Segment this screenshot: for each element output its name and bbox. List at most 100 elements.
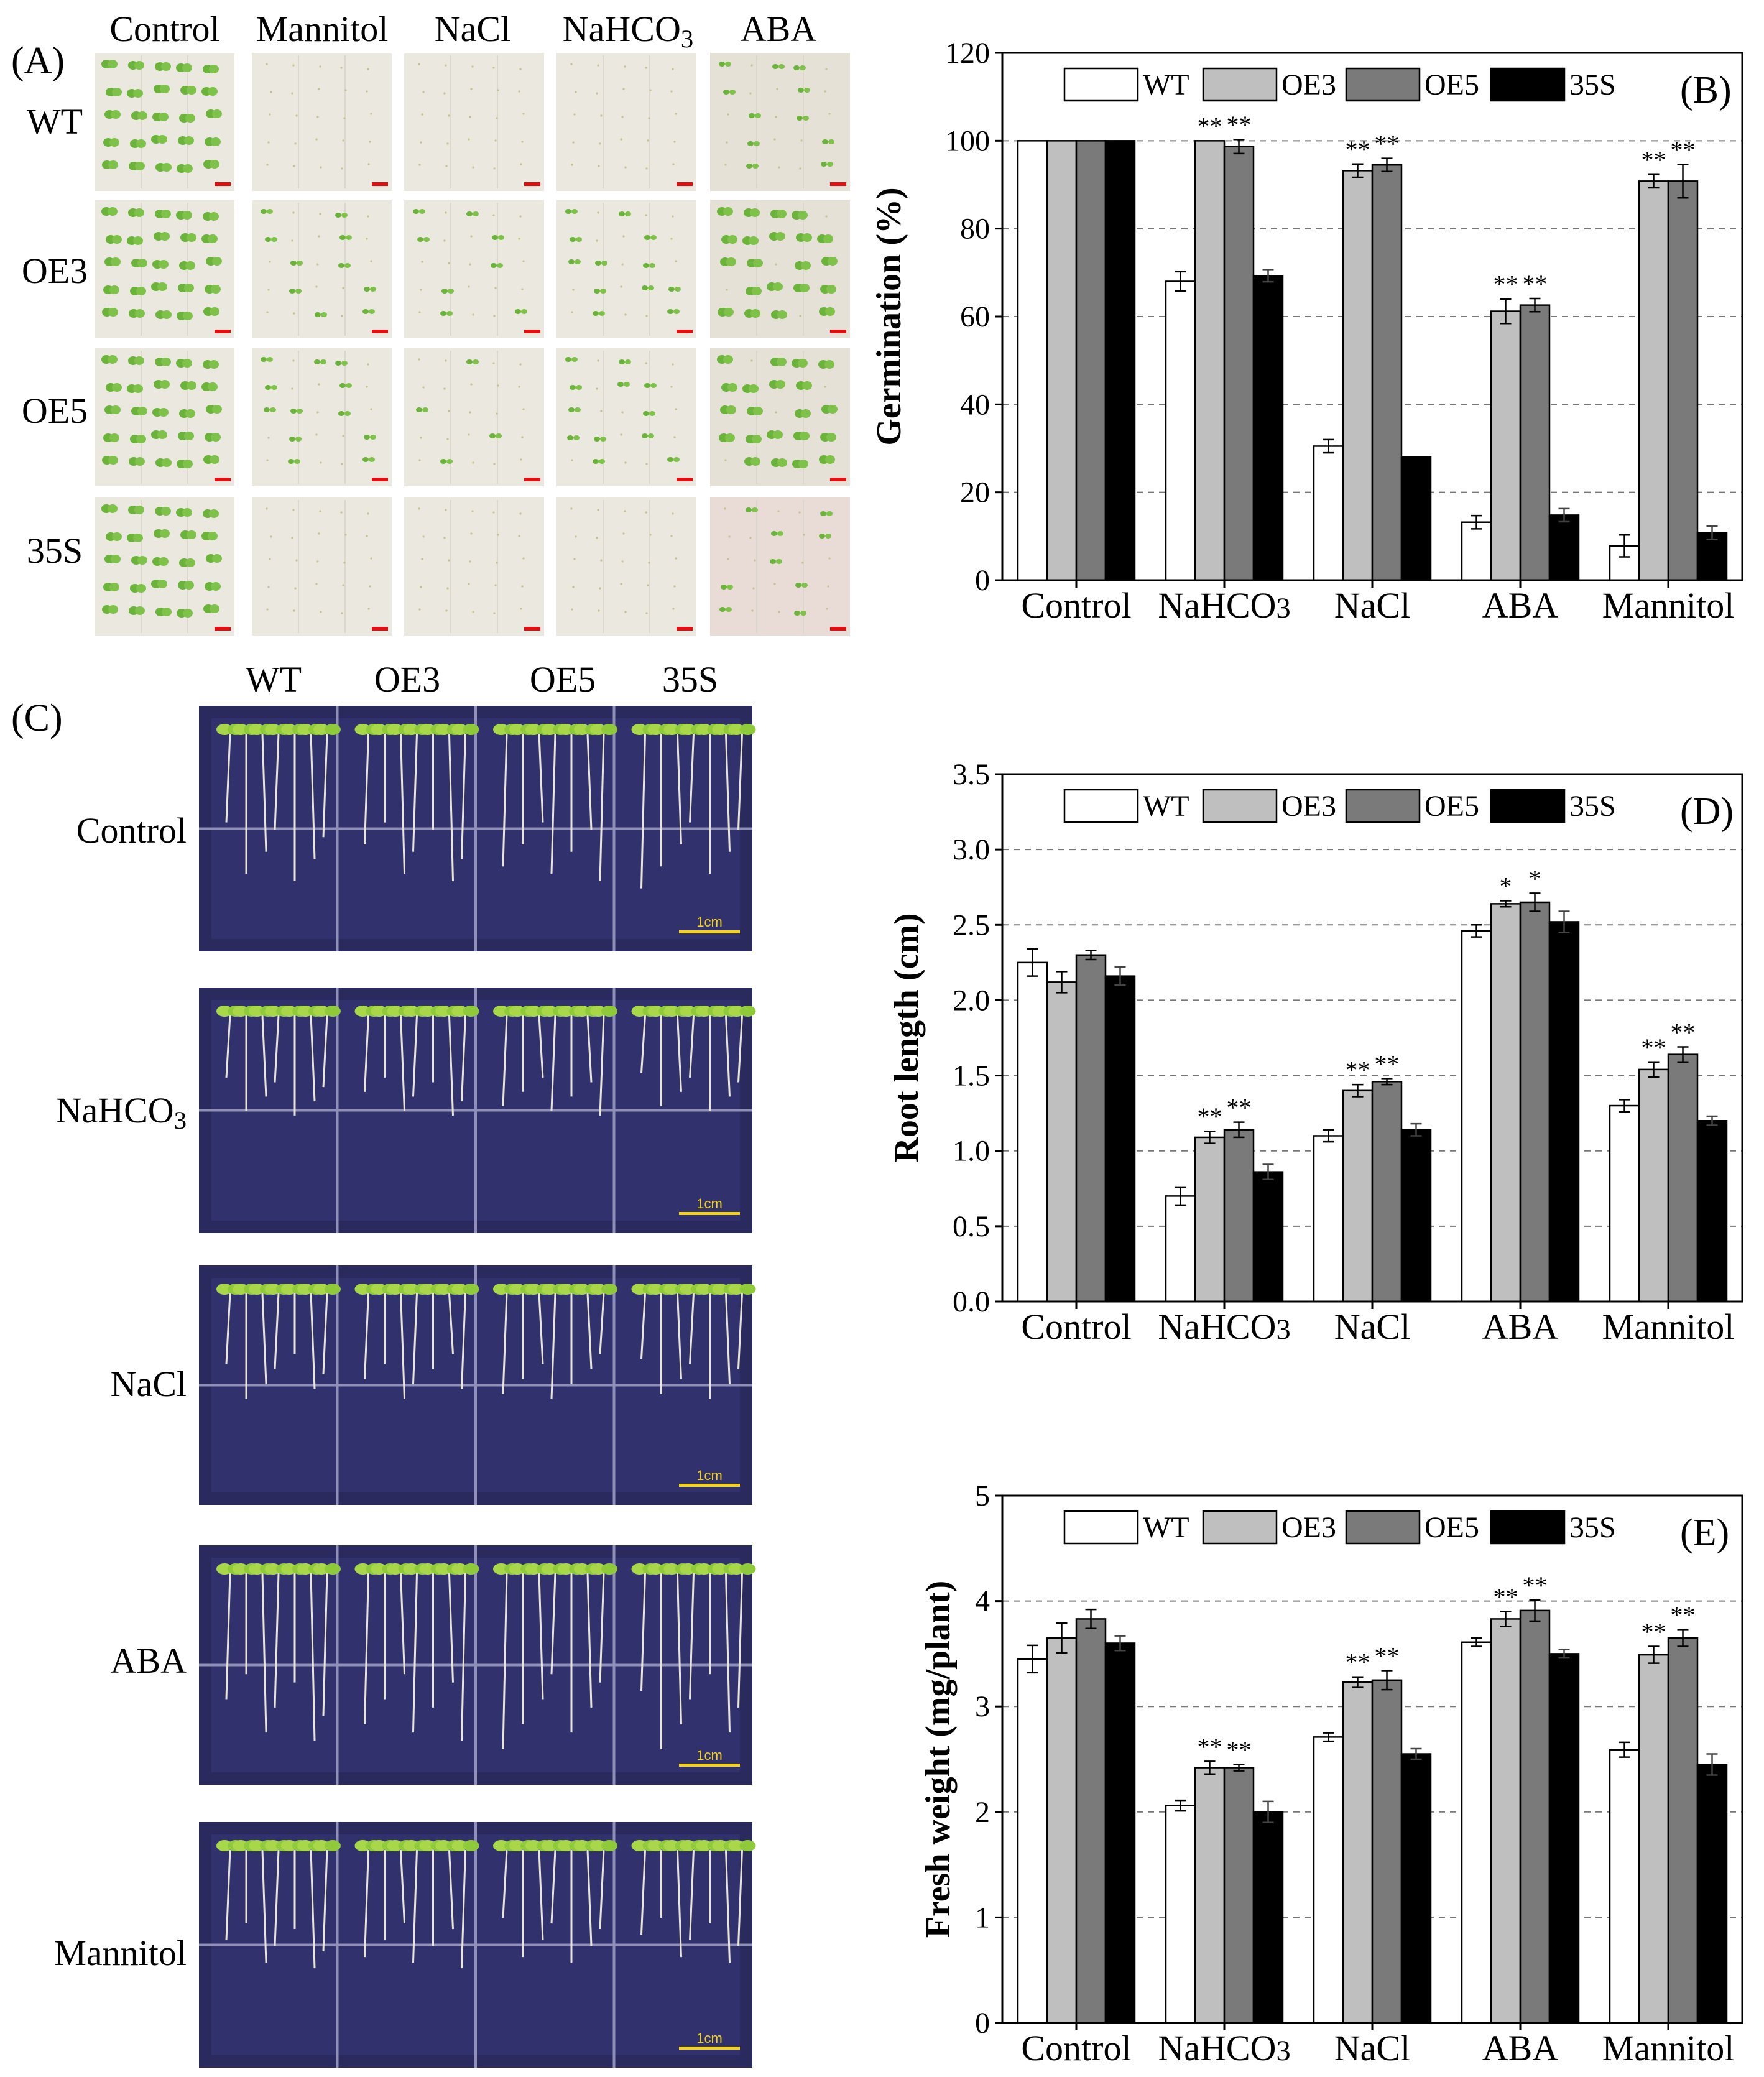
- seedling-cotyledon: [208, 234, 218, 243]
- seedling-root: [502, 733, 508, 867]
- seed: [316, 411, 319, 414]
- seed: [341, 612, 343, 614]
- seedling-cotyledon: [673, 309, 680, 314]
- seed: [521, 436, 524, 438]
- scale-bar: [524, 330, 540, 333]
- significance-stars: *: [1529, 864, 1541, 892]
- seed: [519, 512, 522, 515]
- bar-35S: [1400, 1129, 1432, 1303]
- seed: [600, 410, 603, 412]
- seedling-cotyledon: [446, 459, 453, 464]
- seedling-root: [538, 1849, 544, 1941]
- seedling-cotyledon: [134, 506, 144, 514]
- seedling-cotyledon: [576, 385, 582, 390]
- seedling-cotyledon: [137, 407, 147, 415]
- seed: [342, 435, 344, 437]
- seed: [295, 559, 298, 562]
- seed: [825, 68, 828, 70]
- seed: [291, 537, 293, 539]
- seed: [621, 411, 624, 414]
- seedling-leaf: [712, 724, 729, 735]
- seed: [597, 64, 599, 67]
- seed: [773, 583, 776, 585]
- seedling-cotyledon: [752, 435, 762, 443]
- seed: [727, 558, 729, 560]
- bar-WT: [1017, 961, 1048, 1303]
- seed: [292, 509, 295, 511]
- seed: [316, 560, 319, 563]
- seedling-root: [599, 733, 605, 881]
- significance-stars: **: [1523, 1571, 1548, 1599]
- panel-a-label: (A): [11, 40, 65, 82]
- seedling-cotyledon: [466, 359, 473, 364]
- seedling-cotyledon: [625, 359, 631, 364]
- seedling-cotyledon: [804, 88, 810, 93]
- x-tick-label: Mannitol: [1602, 1307, 1735, 1347]
- seedling-root: [461, 1573, 466, 1741]
- seedling-cotyledon: [137, 556, 147, 565]
- seed: [624, 166, 627, 169]
- seed: [494, 139, 497, 142]
- seed: [316, 263, 319, 266]
- seed: [294, 142, 297, 145]
- seedling-cotyledon: [184, 581, 194, 590]
- seed: [420, 437, 422, 439]
- seedling-cotyledon: [212, 405, 222, 414]
- seed: [672, 512, 674, 515]
- scale-bar: [830, 478, 846, 481]
- y-tick-label: 3: [975, 1690, 990, 1723]
- seed: [597, 211, 599, 214]
- seedling-cotyledon: [825, 455, 835, 464]
- seedling-cotyledon: [724, 308, 734, 317]
- seedling-cotyledon: [725, 433, 735, 442]
- seedling-leaf: [525, 1563, 542, 1575]
- seed: [370, 408, 372, 410]
- seed: [801, 562, 804, 564]
- seedling-cotyledon: [794, 611, 800, 616]
- seedling-cotyledon: [289, 289, 295, 294]
- seedling-cotyledon: [422, 407, 428, 412]
- seedling-leaf: [387, 724, 404, 735]
- y-tick-label: 80: [960, 213, 990, 246]
- significance-stars: **: [1375, 130, 1400, 158]
- seedling-cotyledon: [801, 583, 808, 588]
- seedling-cotyledon: [185, 114, 195, 123]
- seedling-leaf: [739, 1840, 756, 1851]
- bar-35S: [1104, 1642, 1136, 2024]
- scale-bar: [679, 1484, 740, 1487]
- bar-WT: [1609, 1104, 1640, 1303]
- seedling-cotyledon: [828, 139, 834, 144]
- significance-stars: **: [1671, 136, 1696, 164]
- bar-35S: [1696, 1120, 1728, 1303]
- bar-35S: [1548, 514, 1580, 581]
- seed: [318, 532, 320, 535]
- seedling-root: [725, 733, 731, 852]
- seed: [750, 64, 753, 67]
- seedling-cotyledon: [825, 307, 835, 316]
- seedling-cotyledon: [675, 287, 681, 292]
- seedling-cotyledon: [160, 232, 170, 241]
- seedling-cotyledon: [413, 209, 419, 214]
- seedling-cotyledon: [136, 287, 146, 295]
- seed: [496, 117, 498, 119]
- seedling-cotyledon: [267, 209, 273, 214]
- seed: [726, 289, 728, 291]
- seed: [269, 558, 271, 560]
- seedling-cotyledon: [798, 211, 808, 220]
- seedling-cotyledon: [183, 609, 193, 618]
- significance-stars: **: [1198, 1103, 1222, 1131]
- seed: [670, 90, 673, 93]
- seedling-cotyledon: [726, 607, 732, 612]
- seedling-cotyledon: [108, 355, 118, 364]
- bar-OE3: [1638, 180, 1669, 581]
- seedling-cotyledon: [778, 64, 785, 69]
- seed: [571, 311, 573, 313]
- seedling-root: [261, 1293, 267, 1384]
- seedling-cotyledon: [773, 282, 783, 291]
- seed: [291, 239, 293, 242]
- seedling-cotyledon: [133, 89, 143, 98]
- seed: [645, 612, 648, 614]
- seedling-cotyledon: [161, 507, 171, 516]
- seedling-cotyledon: [775, 232, 785, 241]
- seedling-cotyledon: [134, 208, 144, 217]
